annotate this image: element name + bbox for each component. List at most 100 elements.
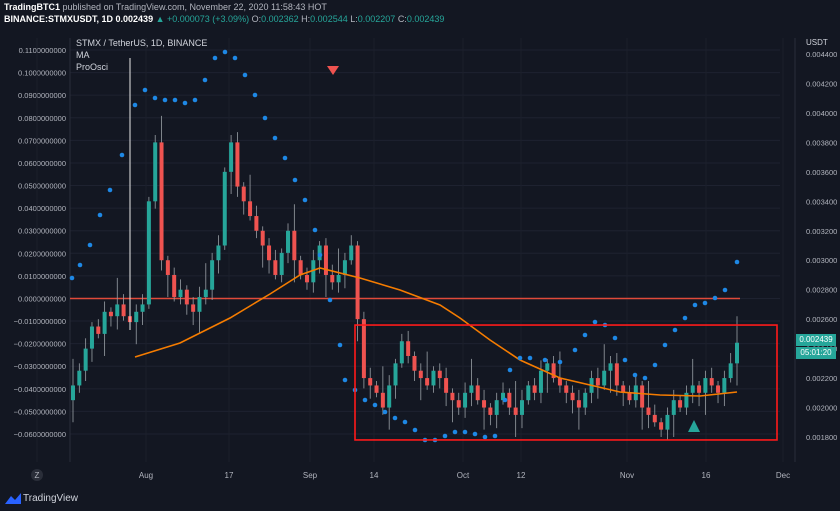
x-tick-label: Oct — [457, 471, 470, 480]
oscillator-point — [97, 212, 103, 218]
oscillator-point — [722, 287, 728, 293]
candle-body — [659, 422, 664, 430]
oscillator-point — [442, 433, 448, 439]
candle-body — [665, 414, 670, 430]
oscillator-point — [242, 72, 248, 78]
low-label: L: — [350, 14, 358, 24]
sell-arrow-icon — [327, 66, 339, 75]
right-tick-label: 0.002200 — [806, 374, 837, 383]
candle-body — [709, 378, 714, 386]
candle-body — [576, 400, 581, 408]
right-tick-label: 0.001800 — [806, 433, 837, 442]
candle-body — [222, 171, 227, 246]
oscillator-point — [462, 429, 468, 435]
oscillator-point — [382, 409, 388, 415]
ma-line — [134, 267, 738, 397]
candle-body — [336, 274, 341, 283]
oscillator-point — [77, 262, 83, 268]
oscillator-point — [282, 155, 288, 161]
price-axis-unit: USDT — [806, 38, 828, 47]
left-tick-label: 0.0000000000 — [18, 294, 66, 303]
candle-body — [684, 392, 689, 408]
left-tick-label: 0.0100000000 — [18, 272, 66, 281]
oscillator-point — [672, 327, 678, 333]
oscillator-point — [517, 355, 523, 361]
ohlc-line: BINANCE:STMXUSDT, 1D 0.002439 ▲ +0.00007… — [4, 14, 444, 24]
x-tick-label: Aug — [139, 471, 153, 480]
oscillator-point — [482, 434, 488, 440]
oscillator-point — [542, 357, 548, 363]
oscillator-point — [632, 372, 638, 378]
publisher-line: TradingBTC1 published on TradingView.com… — [4, 2, 327, 12]
right-tick-label: 0.002000 — [806, 404, 837, 413]
candle-body — [279, 252, 284, 275]
oscillator-point — [132, 102, 138, 108]
x-tick-label: Z — [35, 471, 40, 480]
candle-body — [235, 142, 240, 187]
oscillator-point — [452, 429, 458, 435]
left-tick-label: 0.1100000000 — [19, 46, 66, 55]
candle-body — [393, 363, 398, 386]
candle-body — [83, 348, 88, 371]
candle-body — [450, 392, 455, 401]
publisher-name[interactable]: TradingBTC1 — [4, 2, 61, 12]
candle-body — [595, 378, 600, 386]
candle-body — [349, 245, 354, 261]
tradingview-logo-icon[interactable] — [5, 492, 21, 506]
legend-title: STMX / TetherUS, 1D, BINANCE — [76, 38, 208, 48]
candle-body — [444, 378, 449, 393]
oscillator-point — [682, 315, 688, 321]
footer-bar — [0, 488, 840, 511]
oscillator-point — [502, 397, 508, 403]
candle-body — [728, 363, 733, 379]
left-tick-label: −0.0300000000 — [14, 362, 66, 371]
right-tick-label: 0.003400 — [806, 197, 837, 206]
x-tick-label: 14 — [370, 471, 379, 480]
oscillator-point — [612, 335, 618, 341]
right-tick-label: 0.002800 — [806, 286, 837, 295]
candle-body — [146, 201, 151, 305]
candle-body — [71, 385, 75, 401]
candle-body — [254, 216, 259, 231]
oscillator-point — [582, 332, 588, 338]
oscillator-point — [312, 227, 318, 233]
oscillator-point — [734, 259, 740, 265]
candle-body — [583, 392, 588, 408]
candle-body — [286, 230, 291, 253]
candle-body — [140, 304, 145, 312]
price-chart[interactable]: 0.1100000000 0.1000000000 0.0900000000 0.08… — [0, 28, 840, 488]
right-tick-label: 0.004200 — [806, 79, 837, 88]
left-tick-label: 0.0700000000 — [18, 136, 66, 145]
oscillator-point — [182, 100, 188, 106]
oscillator-point — [412, 427, 418, 433]
oscillator-point — [662, 342, 668, 348]
candle-body — [355, 245, 360, 320]
right-tick-label: 0.004400 — [806, 50, 837, 59]
candle-body — [557, 378, 562, 386]
oscillator-point — [202, 77, 208, 83]
candle-body — [513, 407, 518, 415]
candle-body — [735, 342, 739, 364]
oscillator-point — [337, 342, 343, 348]
candle-body — [456, 400, 461, 408]
legend-ma: MA — [76, 50, 90, 60]
oscillator-point — [472, 431, 478, 437]
right-tick-label: 0.004000 — [806, 109, 837, 118]
symbol-label: BINANCE:STMXUSDT, 1D — [4, 14, 114, 24]
oscillator-point — [342, 377, 348, 383]
left-tick-label: −0.0500000000 — [14, 407, 66, 416]
candle-body — [507, 392, 512, 408]
candle-body — [159, 142, 164, 261]
candle-body — [627, 392, 632, 401]
candle-body — [121, 304, 126, 317]
candle-body — [216, 245, 221, 261]
oscillator-point — [302, 197, 308, 203]
tradingview-brand[interactable]: TradingView — [23, 493, 79, 504]
oscillator-point — [557, 359, 563, 365]
candle-body — [538, 370, 543, 393]
oscillator-point — [162, 97, 168, 103]
candle-body — [108, 311, 113, 317]
oscillator-point — [712, 295, 718, 301]
candle-body — [482, 400, 487, 408]
candle-body — [614, 363, 619, 386]
